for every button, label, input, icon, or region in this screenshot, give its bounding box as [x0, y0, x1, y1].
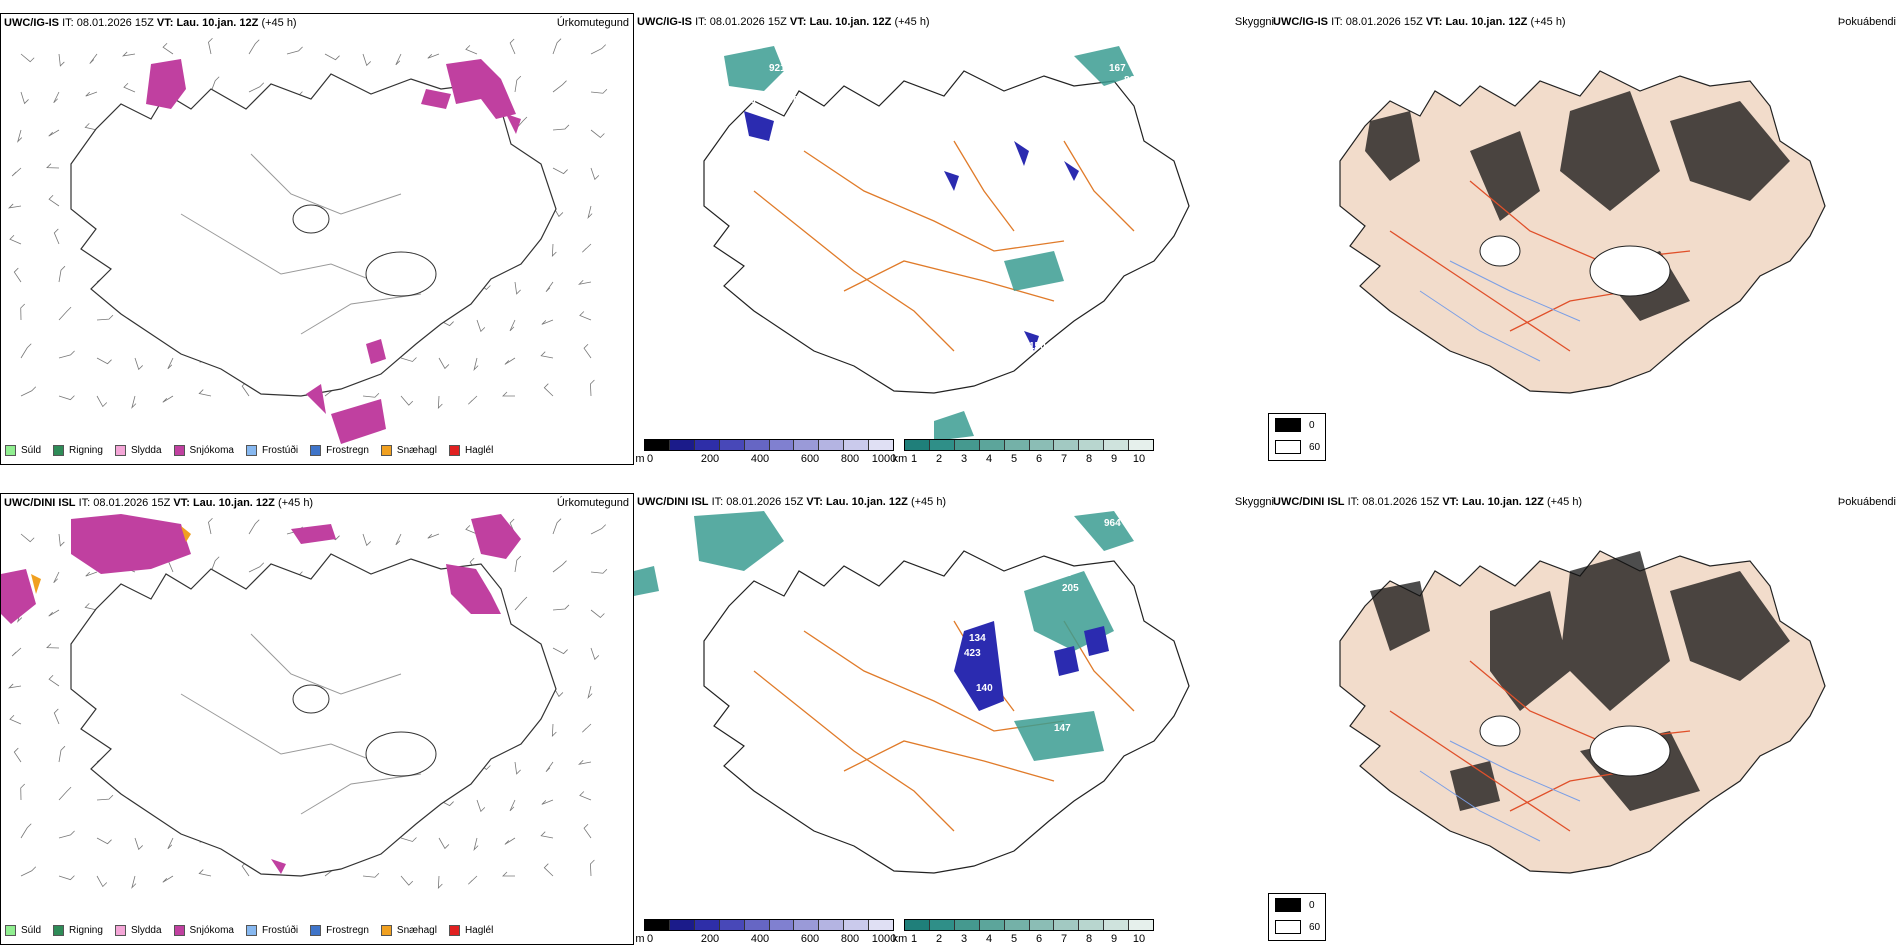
panel-title: UWC/IG-IS IT: 08.01.2026 15Z VT: Lau. 10…	[637, 16, 930, 28]
panel-subtitle: Þokuábendi	[1837, 496, 1896, 508]
fog-legend: 0 60	[1268, 413, 1326, 461]
legend-item: Snjókoma	[173, 925, 234, 936]
precip-map	[7, 37, 608, 444]
fog-panel-row2: UWC/DINI ISL IT: 08.01.2026 15Z VT: Lau.…	[1270, 493, 1900, 945]
legend-item: Snæhagl	[380, 925, 437, 936]
legend-item: Snæhagl	[380, 445, 437, 456]
visibility-map: 921 276 100 167 863 150	[703, 46, 1190, 441]
svg-text:140: 140	[976, 683, 993, 694]
svg-text:100: 100	[782, 95, 799, 106]
visibility-map: 964 861 205 134 423 140 152 147	[634, 511, 1190, 874]
svg-text:921: 921	[769, 63, 786, 74]
svg-text:152: 152	[939, 678, 956, 689]
panel-title: UWC/DINI ISL IT: 08.01.2026 15Z VT: Lau.…	[4, 497, 314, 509]
svg-text:964: 964	[1104, 518, 1121, 529]
panel-title: UWC/IG-IS IT: 08.01.2026 15Z VT: Lau. 10…	[4, 17, 297, 29]
precip-legend: Súld Rigning Slydda Snjókoma Frostúði Fr…	[5, 445, 505, 456]
svg-text:150: 150	[1029, 341, 1046, 352]
panel-title: UWC/IG-IS IT: 08.01.2026 15Z VT: Lau. 10…	[1273, 16, 1566, 28]
svg-text:167: 167	[1109, 63, 1126, 74]
visibility-panel-row1: UWC/IG-IS IT: 08.01.2026 15Z VT: Lau. 10…	[634, 13, 1326, 465]
precip-legend: Súld Rigning Slydda Snjókoma Frostúði Fr…	[5, 925, 505, 936]
legend-item: Haglél	[448, 925, 493, 936]
panel-subtitle: Skyggni	[1234, 16, 1274, 28]
legend-item: Slydda	[114, 925, 162, 936]
panel-title: UWC/DINI ISL IT: 08.01.2026 15Z VT: Lau.…	[637, 496, 947, 508]
precip-type-panel-row2: UWC/DINI ISL IT: 08.01.2026 15Z VT: Lau.…	[0, 493, 634, 945]
fog-map	[1339, 550, 1826, 874]
fog-panel-row1: UWC/IG-IS IT: 08.01.2026 15Z VT: Lau. 10…	[1270, 13, 1900, 465]
legend-item: Rigning	[53, 925, 103, 936]
legend-item: Frostúði	[245, 445, 298, 456]
precip-type-panel-row1: UWC/IG-IS IT: 08.01.2026 15Z VT: Lau. 10…	[0, 13, 634, 465]
svg-text:861: 861	[1054, 568, 1071, 579]
svg-text:423: 423	[964, 648, 981, 659]
legend-item: Slydda	[114, 445, 162, 456]
fog-map	[1339, 70, 1826, 394]
panel-subtitle: Úrkomutegund	[556, 17, 629, 29]
legend-item: Snjókoma	[173, 445, 234, 456]
visibility-panel-row2: UWC/DINI ISL IT: 08.01.2026 15Z VT: Lau.…	[634, 493, 1326, 945]
legend-item: Rigning	[53, 445, 103, 456]
svg-text:863: 863	[1124, 75, 1141, 86]
svg-text:134: 134	[969, 633, 986, 644]
legend-item: Haglél	[448, 445, 493, 456]
visibility-colorbar-km	[904, 439, 1154, 451]
precip-map	[1, 514, 608, 890]
panel-title: UWC/DINI ISL IT: 08.01.2026 15Z VT: Lau.…	[1273, 496, 1583, 508]
panel-subtitle: Þokuábendi	[1837, 16, 1896, 28]
legend-item: Frostregn	[310, 445, 369, 456]
legend-item: Frostúði	[245, 925, 298, 936]
panel-subtitle: Úrkomutegund	[556, 497, 629, 509]
svg-text:276: 276	[739, 95, 756, 106]
visibility-colorbar-m	[644, 919, 894, 931]
legend-item: Súld	[5, 445, 41, 456]
panel-subtitle: Skyggni	[1234, 496, 1274, 508]
fog-legend: 0 60	[1268, 893, 1326, 941]
svg-text:147: 147	[1054, 723, 1071, 734]
legend-item: Frostregn	[310, 925, 369, 936]
visibility-colorbar-km	[904, 919, 1154, 931]
legend-item: Súld	[5, 925, 41, 936]
svg-text:205: 205	[1062, 583, 1079, 594]
visibility-colorbar-m	[644, 439, 894, 451]
